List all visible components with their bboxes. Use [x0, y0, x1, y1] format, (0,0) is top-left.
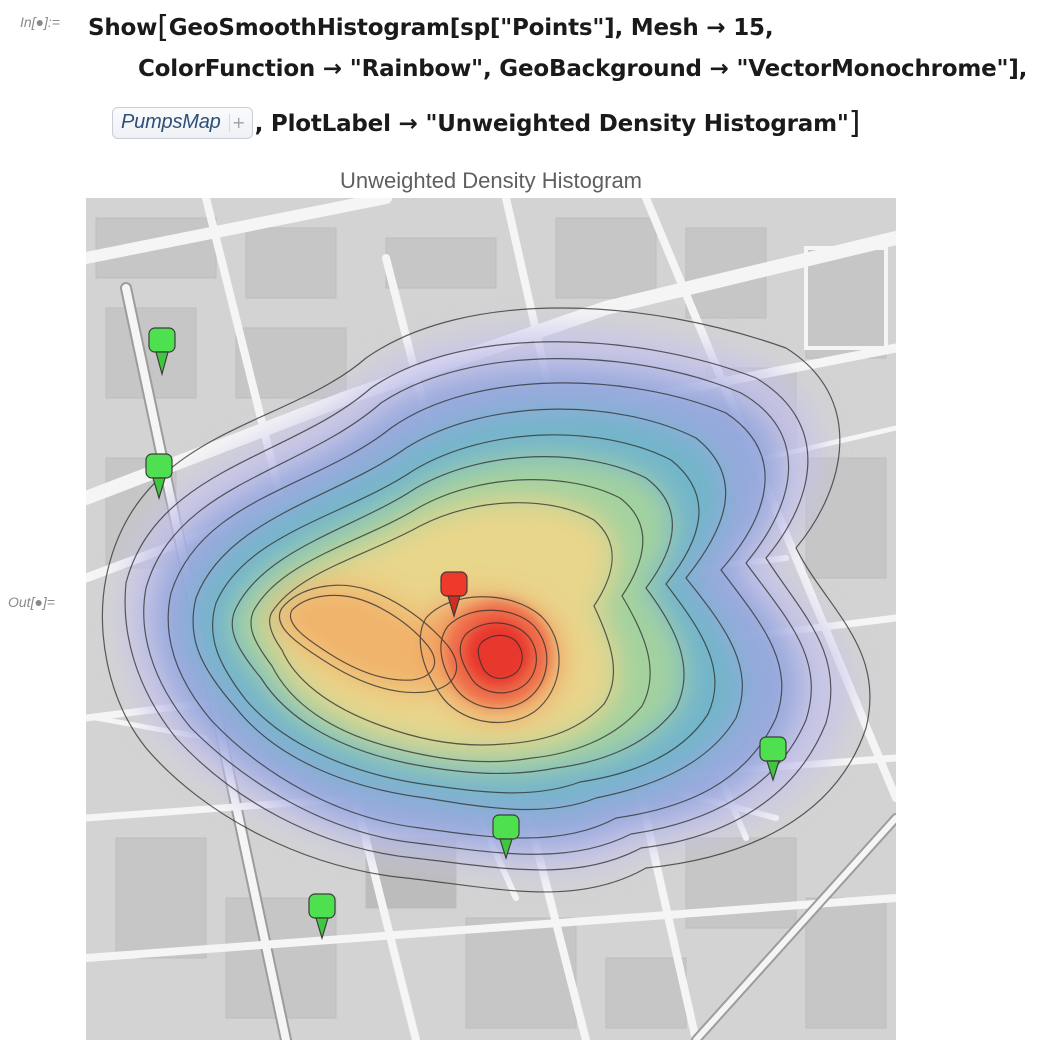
code-line-3[interactable]: PumpsMap + , PlotLabel → "Unweighted Den… — [112, 104, 860, 141]
code-line-3-text: , PlotLabel → "Unweighted Density Histog… — [254, 111, 849, 137]
input-cell-label: In[●]:= — [20, 14, 60, 30]
pump-marker-1[interactable] — [148, 327, 176, 377]
pumps-map-chip-label: PumpsMap — [121, 111, 221, 133]
pump-marker-3[interactable] — [440, 571, 468, 619]
output-cell-label: Out[●]= — [8, 594, 55, 610]
pump-marker-4[interactable] — [759, 736, 787, 782]
pumps-map-chip[interactable]: PumpsMap + — [112, 106, 253, 139]
expand-plus-icon[interactable]: + — [228, 113, 248, 132]
pump-marker-5[interactable] — [492, 814, 520, 860]
density-map[interactable] — [86, 198, 896, 1040]
pump-marker-2[interactable] — [145, 453, 173, 501]
code-line-2[interactable]: ColorFunction → "Rainbow", GeoBackground… — [138, 56, 1027, 82]
code-line-2-text: ColorFunction → "Rainbow", GeoBackground… — [138, 56, 1028, 82]
plot-label: Unweighted Density Histogram — [339, 168, 643, 193]
pump-marker-6[interactable] — [308, 893, 336, 941]
code-line-1-text: GeoSmoothHistogram[sp["Points"], Mesh → … — [168, 15, 774, 41]
code-line-1[interactable]: Show[GeoSmoothHistogram[sp["Points"], Me… — [88, 8, 774, 45]
open-bracket: [ — [157, 10, 169, 45]
map-svg — [86, 198, 896, 1040]
close-bracket: ] — [848, 106, 861, 141]
show-function: Show — [88, 15, 158, 41]
contour-lines — [101, 307, 871, 893]
pump-markers — [145, 327, 787, 941]
